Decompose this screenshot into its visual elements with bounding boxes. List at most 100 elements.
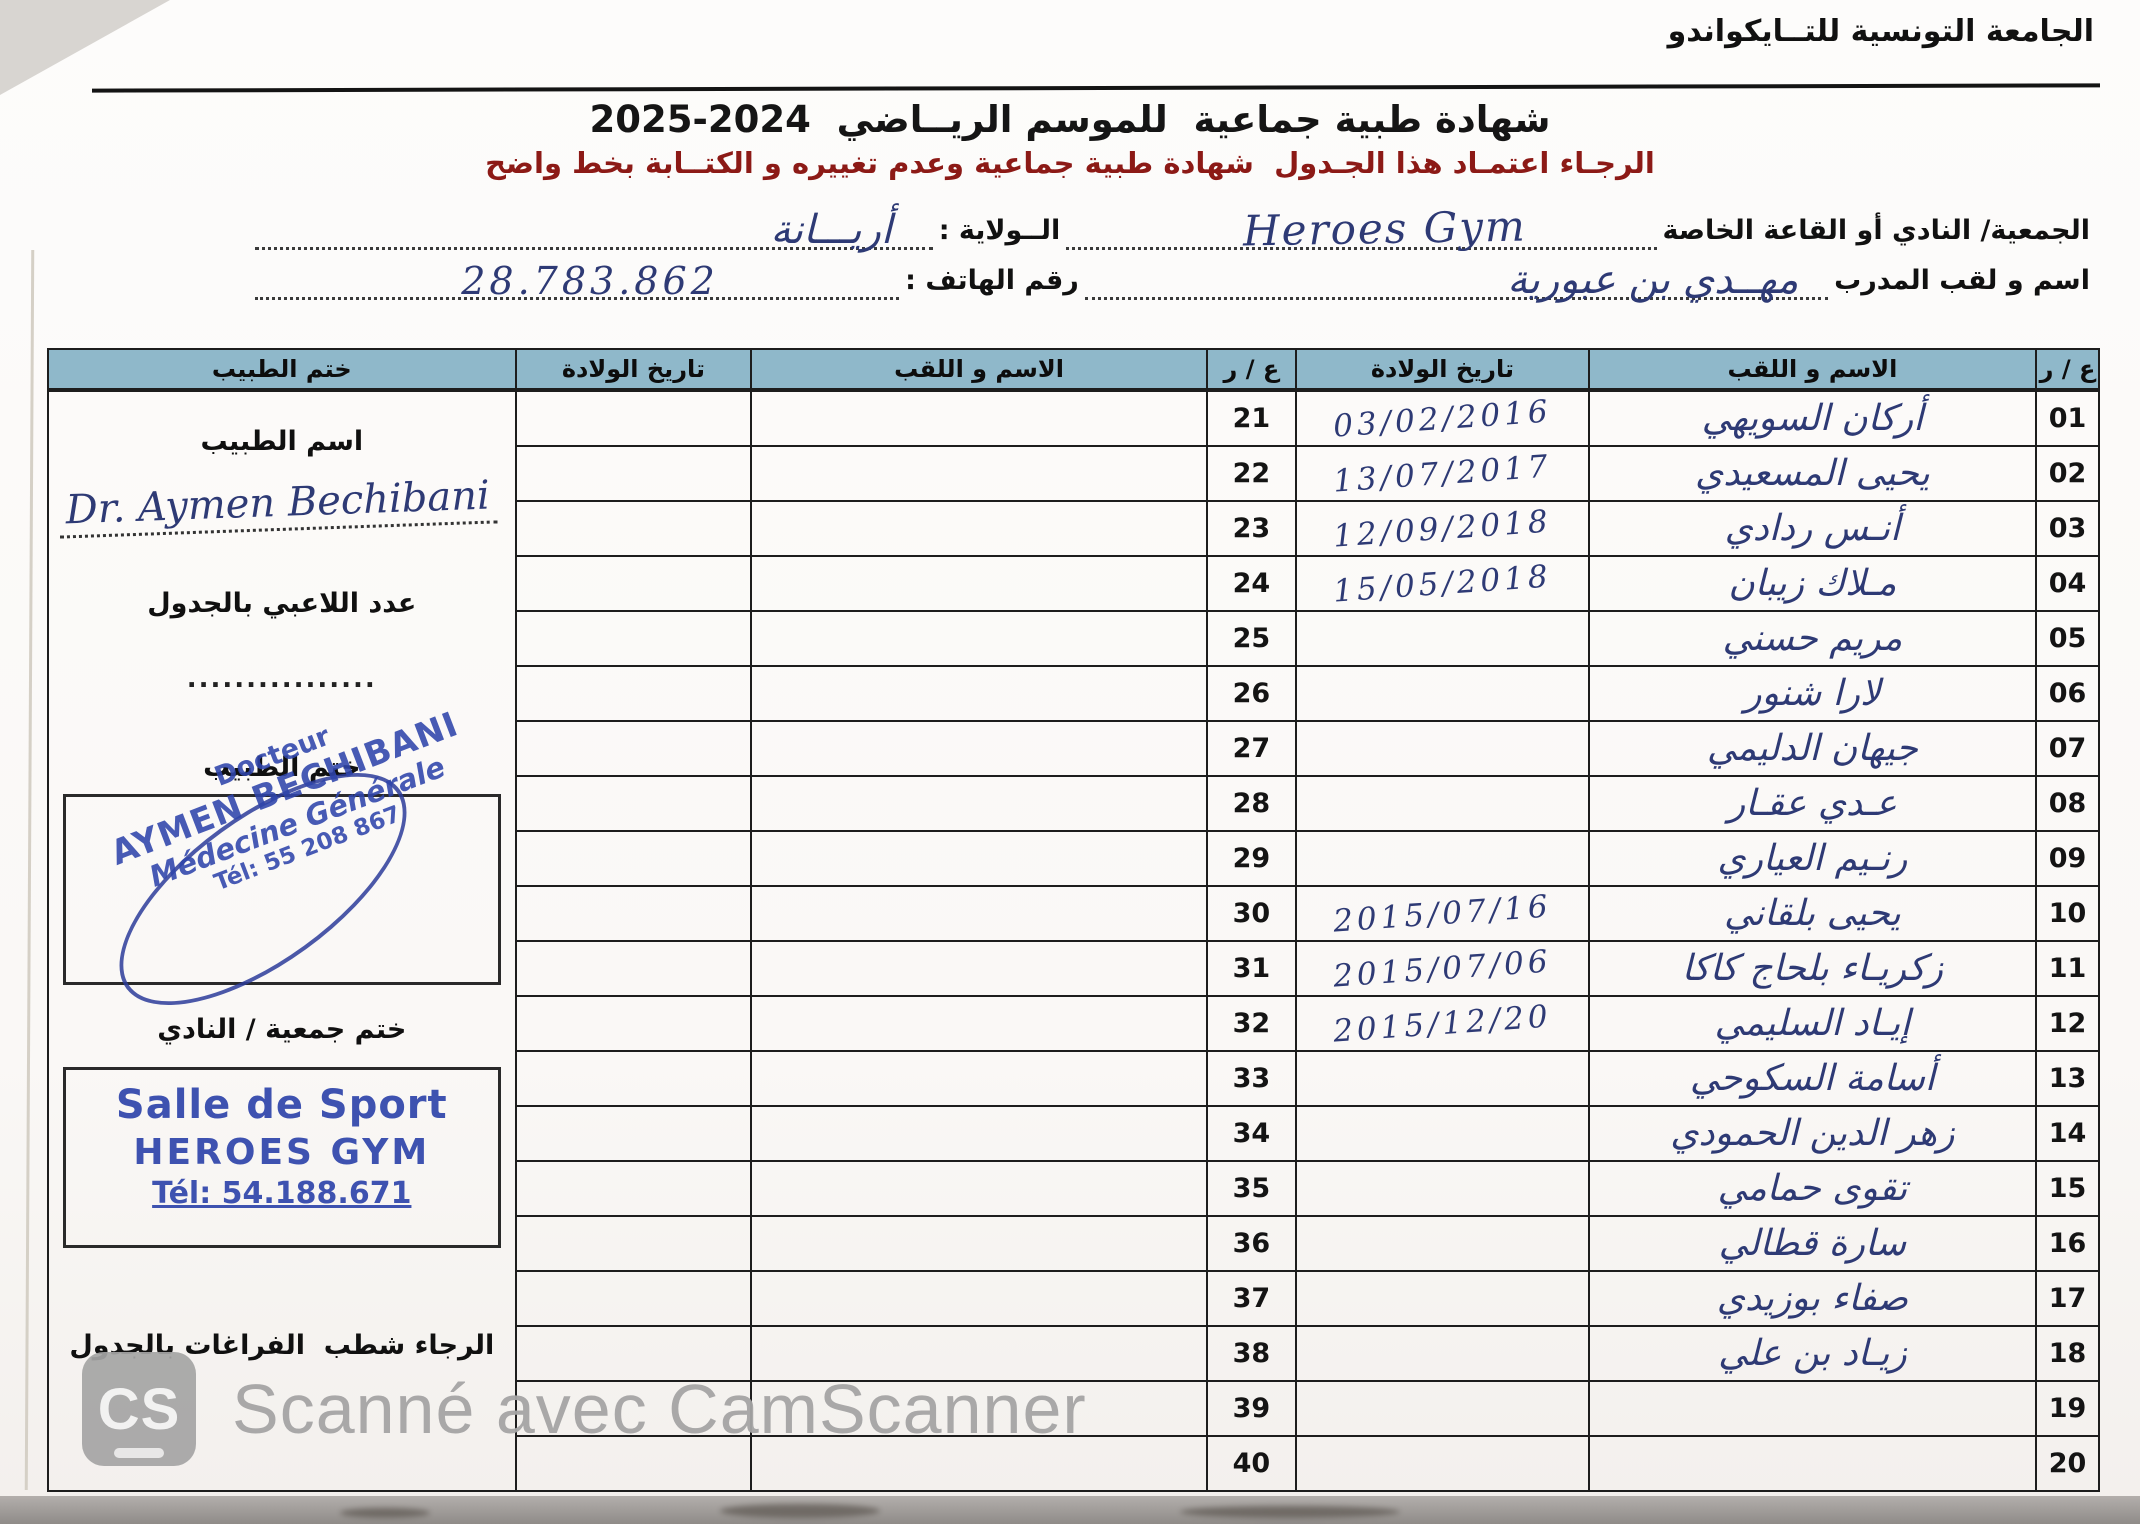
player-name-cell-text: إيـاد السليمي (1714, 1002, 1911, 1044)
row-number-cell: 04 (2035, 555, 2100, 612)
player-name-cell-text: عـدي عقـار (1727, 782, 1897, 824)
birth-date-cell-text (1297, 1343, 1587, 1363)
player-name-cell: لارا شنور (1587, 665, 2038, 722)
player-name-cell-text: صفاء بوزيدي (1716, 1277, 1909, 1319)
birth-date-cell-text (517, 520, 750, 536)
table-row: 04 مـلاك زيبان 15/05/2018 24 (48, 555, 2100, 612)
birth-date-cell-text (1297, 1288, 1587, 1308)
row-number-cell: 18 (2035, 1325, 2100, 1382)
player-name-cell: يحيى المسعيدي (1587, 445, 2038, 502)
scanner-background-band (0, 1496, 2140, 1524)
row-number-cell: 14 (2035, 1105, 2100, 1162)
row-number-cell: 37 (1205, 1270, 1298, 1327)
birth-date-cell-text (517, 1345, 750, 1361)
table-header-row: ع / ر الاسم و اللقب تاريخ الولادة ع / ر … (47, 348, 2100, 392)
row-number-cell: 16 (2035, 1215, 2100, 1272)
player-name-cell: جيهان الدليمي (1587, 720, 2038, 777)
club-label: الجمعية/ النادي أو القاعة الخاصة (1662, 215, 2090, 246)
player-name-cell (750, 830, 1208, 887)
table-row: 11 زكريـاء بلحاج كاكا 2015/07/06 31 (48, 940, 2100, 997)
table-row: 10 يحيى بلقاني 2015/07/16 30 (48, 885, 2100, 942)
form-line-club: الجمعية/ النادي أو القاعة الخاصة Heroes … (255, 200, 2096, 255)
player-name-cell: سارة قطالي (1587, 1215, 2038, 1272)
row-number-cell: 01 (2035, 389, 2100, 447)
row-number-cell: 38 (1205, 1325, 1298, 1382)
birth-date-cell-text (517, 575, 750, 591)
table-row: 03 أنـس ردادي 12/09/2018 23 (48, 500, 2100, 557)
table-row: 16 سارة قطالي 36 (48, 1215, 2100, 1272)
player-name-cell: مـلاك زيبان (1587, 555, 2038, 612)
row-number-cell: 10 (2035, 885, 2100, 942)
player-name-cell (750, 389, 1208, 447)
table-row: 17 صفاء بوزيدي 37 (48, 1270, 2100, 1327)
birth-date-cell (1295, 1215, 1590, 1272)
row-number-cell: 30 (1205, 885, 1298, 942)
birth-date-cell (514, 665, 753, 722)
club-stamp-box: Salle de Sport HEROES GYM Tél: 54.188.67… (63, 1067, 501, 1248)
player-name-cell (750, 720, 1208, 777)
birth-date-cell (1295, 1435, 1590, 1492)
row-number-cell: 13 (2035, 1050, 2100, 1107)
birth-date-cell-text (1297, 738, 1587, 758)
player-name-cell: زيـاد بن علي (1587, 1325, 2038, 1382)
row-number-cell: 06 (2035, 665, 2100, 722)
coach-label: اسم و لقب المدرب (1834, 265, 2090, 296)
birth-date-cell (514, 555, 753, 612)
birth-date-cell (514, 1050, 753, 1107)
birth-date-cell-text (1297, 683, 1587, 703)
birth-date-cell-text (517, 960, 750, 976)
player-name-cell (750, 1050, 1208, 1107)
birth-date-cell: 12/09/2018 (1295, 500, 1590, 557)
header-rule (91, 83, 2101, 93)
table-row: 02 يحيى المسعيدي 13/07/2017 22 (48, 445, 2100, 502)
birth-date-cell: 13/07/2017 (1295, 445, 1590, 502)
wilaya-dotted-line: أريـــانة (255, 207, 933, 253)
birth-date-cell-text (1297, 1123, 1587, 1143)
birth-date-cell (1295, 1050, 1590, 1107)
birth-date-cell (514, 1380, 753, 1437)
player-name-cell: رنـيم العياري (1587, 830, 2038, 887)
birth-date-cell-text (517, 1400, 750, 1416)
wilaya-handwriting: أريـــانة (770, 207, 893, 253)
birth-date-cell (1295, 830, 1590, 887)
row-number-cell: 23 (1205, 500, 1298, 557)
club-stamp-line1: Salle de Sport (115, 1082, 448, 1128)
player-name-cell-text: زيـاد بن علي (1718, 1332, 1907, 1374)
birth-date-cell-text (517, 1125, 750, 1141)
row-number-cell: 05 (2035, 610, 2100, 667)
season-years: 2025-2024 (589, 98, 811, 141)
row-number-cell: 33 (1205, 1050, 1298, 1107)
birth-date-cell-text: 03/02/2016 (1332, 392, 1553, 445)
birth-date-cell (1295, 1270, 1590, 1327)
birth-date-cell (1295, 1160, 1590, 1217)
player-name-cell-text: جيهان الدليمي (1706, 727, 1918, 769)
birth-date-cell-text (517, 685, 750, 701)
birth-date-cell-text (517, 630, 750, 646)
player-name-cell (750, 1380, 1208, 1437)
table-row: 19 39 (48, 1380, 2100, 1437)
row-number-cell: 32 (1205, 995, 1298, 1052)
birth-date-cell-text: 2015/07/16 (1332, 887, 1553, 940)
player-name-cell-text: سارة قطالي (1718, 1222, 1907, 1264)
row-number-cell: 12 (2035, 995, 2100, 1052)
table-row: 06 لارا شنور 26 (48, 665, 2100, 722)
birth-date-cell: 2015/07/16 (1295, 885, 1590, 942)
birth-date-cell (514, 830, 753, 887)
table-row: 08 عـدي عقـار 28 (48, 775, 2100, 832)
col-header-doctor-stamp: ختم الطبيب (47, 348, 517, 392)
row-number-cell: 08 (2035, 775, 2100, 832)
birth-date-cell (1295, 1380, 1590, 1437)
birth-date-cell (514, 500, 753, 557)
row-number-cell: 29 (1205, 830, 1298, 887)
birth-date-cell-text (1297, 1178, 1587, 1198)
birth-date-cell-text (1297, 1398, 1587, 1418)
club-dotted-line: Heroes Gym (1066, 202, 1657, 255)
birth-date-cell-text: 12/09/2018 (1332, 502, 1553, 555)
player-name-cell-text: زهر الدين الحمودي (1670, 1112, 1955, 1154)
birth-date-cell-text: 15/05/2018 (1332, 557, 1553, 610)
player-name-cell (750, 995, 1208, 1052)
birth-date-cell (514, 1160, 753, 1217)
row-number-cell: 24 (1205, 555, 1298, 612)
table-row: 05 مريم حسني 25 (48, 610, 2100, 667)
club-stamp-label: ختم جمعية / النادي (157, 1014, 407, 1045)
